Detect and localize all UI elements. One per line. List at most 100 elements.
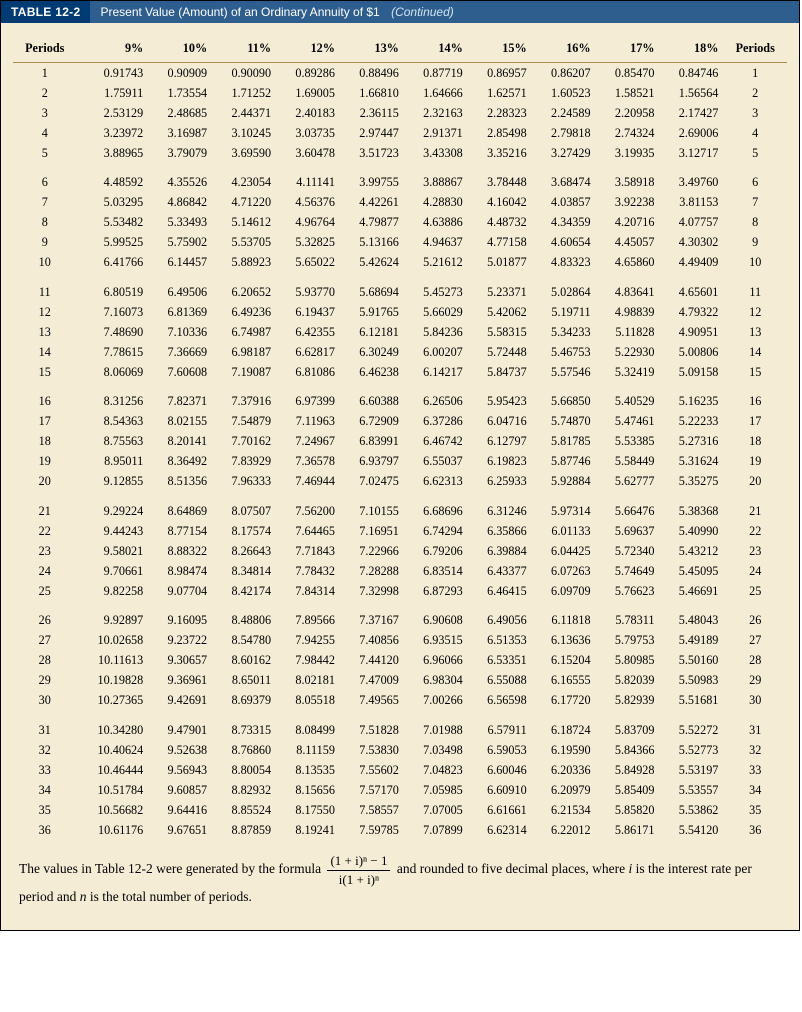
cell-value: 7.36578 — [276, 452, 340, 472]
cell-value: 5.52773 — [659, 740, 723, 760]
cell-period-right: 20 — [723, 472, 787, 492]
cell-value: 5.14612 — [212, 213, 276, 233]
cell-value: 7.44120 — [340, 651, 404, 671]
table-row: 3310.464449.569438.800548.135357.556027.… — [13, 760, 787, 780]
cell-value: 8.54780 — [212, 631, 276, 651]
table-row: 219.292248.648698.075077.562007.101556.6… — [13, 492, 787, 522]
cell-value: 3.23972 — [76, 123, 148, 143]
cell-value: 4.96764 — [276, 213, 340, 233]
cell-value: 6.41766 — [76, 253, 148, 273]
title-bar: TABLE 12-2 Present Value (Amount) of an … — [1, 1, 799, 23]
cell-value: 9.67651 — [148, 820, 212, 840]
cell-value: 2.74324 — [596, 123, 660, 143]
col-header-rate: 16% — [532, 37, 596, 63]
table-row: 116.805196.495066.206525.937705.686945.4… — [13, 273, 787, 303]
cell-value: 8.48806 — [212, 601, 276, 631]
cell-value: 7.58557 — [340, 800, 404, 820]
cell-value: 9.07704 — [148, 581, 212, 601]
cell-value: 9.47901 — [148, 711, 212, 741]
cell-value: 5.84366 — [596, 740, 660, 760]
cell-value: 5.27316 — [659, 432, 723, 452]
cell-value: 5.84236 — [404, 322, 468, 342]
cell-period-left: 2 — [13, 83, 76, 103]
cell-value: 8.42174 — [212, 581, 276, 601]
cell-value: 8.06069 — [76, 362, 148, 382]
cell-value: 8.51356 — [148, 472, 212, 492]
cell-value: 4.65601 — [659, 273, 723, 303]
cell-value: 3.10245 — [212, 123, 276, 143]
cell-value: 3.69590 — [212, 143, 276, 163]
cell-value: 7.10155 — [340, 492, 404, 522]
cell-value: 5.83709 — [596, 711, 660, 741]
cell-value: 6.30249 — [340, 342, 404, 362]
cell-value: 6.07263 — [532, 561, 596, 581]
table-row: 137.486907.103366.749876.423556.121815.8… — [13, 322, 787, 342]
cell-value: 4.79877 — [340, 213, 404, 233]
cell-value: 5.58449 — [596, 452, 660, 472]
cell-period-left: 14 — [13, 342, 76, 362]
cell-value: 3.79079 — [148, 143, 212, 163]
table-row: 2810.116139.306578.601627.984427.441206.… — [13, 651, 787, 671]
cell-value: 8.85524 — [212, 800, 276, 820]
cell-value: 6.35866 — [468, 521, 532, 541]
cell-value: 2.53129 — [76, 103, 148, 123]
cell-value: 0.84746 — [659, 63, 723, 84]
cell-value: 6.20979 — [532, 780, 596, 800]
cell-value: 3.49760 — [659, 163, 723, 193]
cell-value: 5.97314 — [532, 492, 596, 522]
cell-value: 3.68474 — [532, 163, 596, 193]
cell-value: 5.03295 — [76, 193, 148, 213]
cell-value: 5.42624 — [340, 253, 404, 273]
cell-value: 10.61176 — [76, 820, 148, 840]
cell-value: 4.98839 — [596, 302, 660, 322]
table-row: 3110.342809.479018.733158.084997.518287.… — [13, 711, 787, 741]
cell-value: 6.04425 — [532, 541, 596, 561]
cell-period-left: 24 — [13, 561, 76, 581]
cell-value: 2.79818 — [532, 123, 596, 143]
cell-value: 5.13166 — [340, 233, 404, 253]
cell-value: 6.01133 — [532, 521, 596, 541]
cell-value: 5.02864 — [532, 273, 596, 303]
cell-value: 6.83514 — [404, 561, 468, 581]
cell-value: 5.53482 — [76, 213, 148, 233]
cell-value: 9.42691 — [148, 691, 212, 711]
cell-value: 6.21534 — [532, 800, 596, 820]
cell-value: 7.36669 — [148, 342, 212, 362]
table-row: 178.543638.021557.548797.119636.729096.3… — [13, 412, 787, 432]
col-header-rate: 14% — [404, 37, 468, 63]
cell-value: 5.23371 — [468, 273, 532, 303]
table-row: 269.928979.160958.488067.895667.371676.9… — [13, 601, 787, 631]
cell-value: 6.26506 — [404, 382, 468, 412]
cell-value: 6.14457 — [148, 253, 212, 273]
cell-value: 8.73315 — [212, 711, 276, 741]
cell-value: 8.98474 — [148, 561, 212, 581]
cell-period-right: 9 — [723, 233, 787, 253]
cell-value: 7.56200 — [276, 492, 340, 522]
cell-period-right: 1 — [723, 63, 787, 84]
cell-value: 8.26643 — [212, 541, 276, 561]
table-header-row: Periods9%10%11%12%13%14%15%16%17%18%Peri… — [13, 37, 787, 63]
cell-value: 9.36961 — [148, 671, 212, 691]
cell-period-left: 16 — [13, 382, 76, 412]
cell-value: 5.91765 — [340, 302, 404, 322]
cell-value: 4.35526 — [148, 163, 212, 193]
cell-value: 9.44243 — [76, 521, 148, 541]
cell-period-left: 30 — [13, 691, 76, 711]
cell-value: 0.85470 — [596, 63, 660, 84]
cell-period-left: 10 — [13, 253, 76, 273]
table-body: 10.917430.909090.900900.892860.884960.87… — [13, 63, 787, 841]
cell-value: 0.87719 — [404, 63, 468, 84]
cell-value: 7.55602 — [340, 760, 404, 780]
cell-value: 6.60046 — [468, 760, 532, 780]
cell-period-left: 4 — [13, 123, 76, 143]
table-row: 10.917430.909090.900900.892860.884960.87… — [13, 63, 787, 84]
cell-value: 6.62313 — [404, 472, 468, 492]
cell-value: 7.89566 — [276, 601, 340, 631]
cell-value: 1.58521 — [596, 83, 660, 103]
cell-value: 5.92884 — [532, 472, 596, 492]
cell-value: 6.12797 — [468, 432, 532, 452]
cell-value: 6.74987 — [212, 322, 276, 342]
col-header-rate: 15% — [468, 37, 532, 63]
cell-period-right: 5 — [723, 143, 787, 163]
cell-value: 7.10336 — [148, 322, 212, 342]
